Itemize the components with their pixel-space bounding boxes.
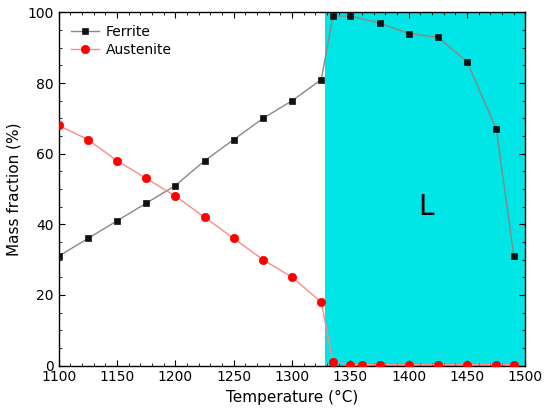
Bar xyxy=(325,12,525,365)
Ferrite xyxy=(201,158,208,163)
Ferrite xyxy=(464,59,470,64)
Austenite xyxy=(318,300,324,304)
Austenite xyxy=(172,194,179,199)
Y-axis label: Mass fraction (%): Mass fraction (%) xyxy=(7,122,22,256)
Austenite xyxy=(405,362,412,367)
Austenite xyxy=(464,362,470,367)
Austenite xyxy=(347,362,354,367)
Ferrite xyxy=(260,116,266,121)
Austenite xyxy=(493,362,499,367)
Austenite xyxy=(260,257,266,262)
X-axis label: Temperature (°C): Temperature (°C) xyxy=(226,390,358,405)
Ferrite xyxy=(289,98,295,103)
Line: Austenite: Austenite xyxy=(54,121,518,369)
Austenite xyxy=(329,360,336,365)
Ferrite xyxy=(347,14,354,19)
Ferrite xyxy=(405,31,412,36)
Ferrite xyxy=(172,183,179,188)
Austenite xyxy=(289,275,295,280)
Ferrite xyxy=(230,137,237,142)
Austenite xyxy=(376,362,383,367)
Austenite xyxy=(230,236,237,241)
Austenite xyxy=(85,137,91,142)
Text: L: L xyxy=(419,193,434,221)
Ferrite xyxy=(318,77,324,82)
Ferrite xyxy=(56,254,62,259)
Ferrite xyxy=(434,35,441,40)
Ferrite xyxy=(493,126,499,131)
Ferrite xyxy=(329,14,336,19)
Ferrite xyxy=(114,218,120,223)
Austenite xyxy=(434,362,441,367)
Ferrite xyxy=(510,254,517,259)
Austenite xyxy=(114,158,120,163)
Austenite xyxy=(359,362,365,367)
Ferrite xyxy=(376,21,383,26)
Legend: Ferrite, Austenite: Ferrite, Austenite xyxy=(65,19,178,63)
Ferrite xyxy=(85,236,91,241)
Line: Ferrite: Ferrite xyxy=(55,12,518,260)
Ferrite xyxy=(143,201,150,206)
Austenite xyxy=(201,215,208,220)
Austenite xyxy=(56,123,62,128)
Austenite xyxy=(143,176,150,181)
Austenite xyxy=(510,362,517,367)
